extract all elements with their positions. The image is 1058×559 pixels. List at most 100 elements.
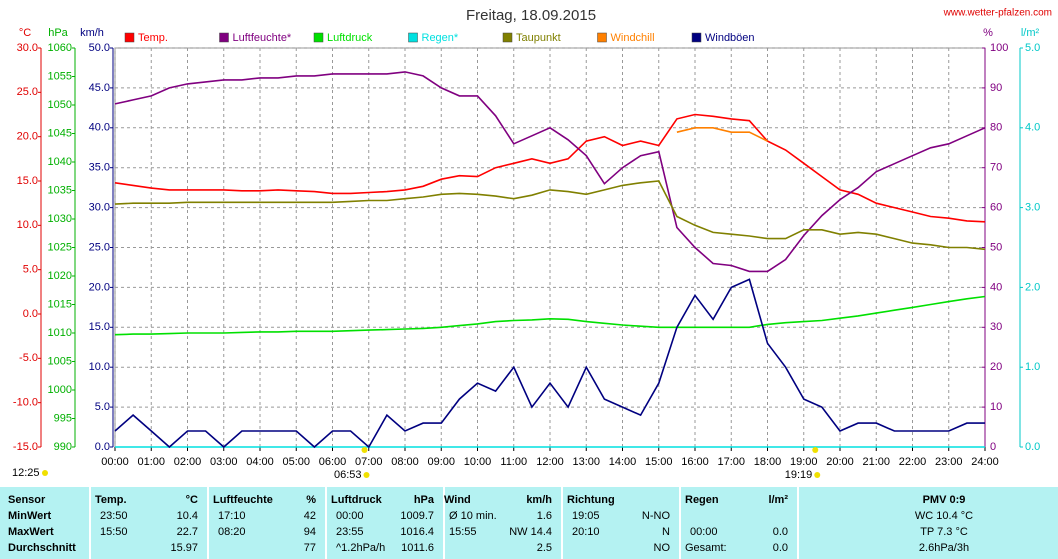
x-tick-label: 04:00 <box>246 456 274 468</box>
table-cell: 19:05 <box>572 510 600 522</box>
table-cell: ^1.2hPa/h <box>336 542 385 554</box>
y-tick-label: -15.0 <box>13 441 38 453</box>
table-cell: 15:55 <box>449 526 477 538</box>
y-tick-label: 20 <box>990 361 1002 373</box>
table-cell: 1011.6 <box>401 542 434 554</box>
axis-title: % <box>983 27 993 39</box>
y-tick-label: 50.0 <box>89 42 110 54</box>
table-cell: MaxWert <box>8 526 54 538</box>
x-tick-label: 23:00 <box>935 456 963 468</box>
x-tick-label: 11:00 <box>500 456 527 468</box>
y-tick-label: 40 <box>990 281 1002 293</box>
x-tick-label: 08:00 <box>391 456 419 468</box>
y-tick-label: 50 <box>990 241 1002 253</box>
table-cell: 00:00 <box>336 510 364 522</box>
series-line <box>114 71 986 273</box>
legend-label: Taupunkt <box>516 32 561 44</box>
table-cell: 77 <box>304 542 316 554</box>
table-header: Wind <box>444 494 471 506</box>
sun-icon <box>42 470 48 476</box>
y-tick-label: 5.0 <box>1025 42 1040 54</box>
table-header: °C <box>186 494 198 506</box>
y-tick-label: 1025 <box>48 241 72 253</box>
y-tick-label: 1015 <box>48 298 72 310</box>
y-tick-label: 1030 <box>48 213 72 225</box>
legend-label: Temp. <box>138 32 168 44</box>
table-header: Sensor <box>8 494 46 506</box>
y-tick-label: 1020 <box>48 270 72 282</box>
y-tick-label: 0.0 <box>23 308 38 320</box>
source: www.wetter-pfalzen.com <box>943 8 1052 19</box>
table-header: Richtung <box>567 494 615 506</box>
y-tick-label: 4.0 <box>1025 122 1040 134</box>
x-tick-label: 19:00 <box>790 456 818 468</box>
x-tick-label: 20:00 <box>826 456 854 468</box>
table-cell: NW 14.4 <box>509 526 552 538</box>
table-cell: 23:50 <box>100 510 128 522</box>
table-cell: 0.0 <box>773 542 788 554</box>
legend-swatch <box>502 32 513 43</box>
table-cell: 15.97 <box>170 542 198 554</box>
x-tick-label: 16:00 <box>681 456 709 468</box>
y-tick-label: 1035 <box>48 184 72 196</box>
y-tick-label: 80 <box>990 122 1002 134</box>
sun-icon <box>814 472 821 478</box>
y-tick-label: -10.0 <box>13 397 38 409</box>
legend-label: Windchill <box>611 32 655 44</box>
x-tick-label: 02:00 <box>174 456 202 468</box>
series-line <box>114 278 985 449</box>
axis-title: l/m² <box>1021 27 1040 39</box>
sun-label: 12:25 <box>12 467 40 479</box>
x-tick-label: 00:00 <box>101 456 129 468</box>
table-cell: Ø 10 min. <box>449 510 497 522</box>
table-cell: TP 7.3 °C <box>920 526 968 538</box>
y-tick-label: 10.0 <box>17 219 38 231</box>
y-tick-label: 0.0 <box>1025 441 1040 453</box>
table-cell: 00:00 <box>690 526 718 538</box>
table-cell: 20:10 <box>572 526 600 538</box>
y-tick-label: 995 <box>54 412 72 424</box>
y-tick-label: 1005 <box>48 355 72 367</box>
table-header: Luftfeuchte <box>213 494 273 506</box>
legend-swatch <box>124 32 135 43</box>
table-header: Regen <box>685 494 719 506</box>
y-tick-label: 15.0 <box>17 175 38 187</box>
sun-label: 19:19 <box>785 469 813 481</box>
y-tick-label: 1.0 <box>1025 361 1040 373</box>
y-tick-label: 1045 <box>48 127 72 139</box>
table-header: hPa <box>414 494 435 506</box>
table-cell: 2.5 <box>537 542 552 554</box>
legend-label: Windböen <box>705 32 755 44</box>
x-tick-label: 06:00 <box>319 456 347 468</box>
table-cell: 23:55 <box>336 526 364 538</box>
table-header: Temp. <box>95 494 127 506</box>
y-tick-label: 1010 <box>48 327 72 339</box>
table-header: Luftdruck <box>331 494 383 506</box>
table-cell: 10.4 <box>177 510 198 522</box>
legend-label: Luftdruck <box>327 32 373 44</box>
y-tick-label: 90 <box>990 82 1002 94</box>
y-tick-label: 25.0 <box>89 241 110 253</box>
y-tick-label: 20.0 <box>89 281 110 293</box>
x-tick-label: 21:00 <box>862 456 890 468</box>
table-header: PMV 0:9 <box>923 494 966 506</box>
y-tick-label: -5.0 <box>19 352 38 364</box>
y-tick-label: 2.0 <box>1025 281 1040 293</box>
legend-label: Regen* <box>422 32 459 44</box>
table-cell: N-NO <box>642 510 671 522</box>
legend-swatch <box>219 32 229 43</box>
table-cell: WC 10.4 °C <box>915 510 973 522</box>
y-tick-label: 1040 <box>48 156 72 168</box>
x-tick-label: 12:00 <box>536 456 564 468</box>
table-cell: 42 <box>304 510 316 522</box>
y-tick-label: 5.0 <box>23 264 38 276</box>
table-cell: 17:10 <box>218 510 246 522</box>
series-line <box>114 180 986 251</box>
table-cell: 0.0 <box>773 526 788 538</box>
legend-label: Luftfeuchte* <box>233 32 292 44</box>
x-tick-label: 14:00 <box>609 456 637 468</box>
sun-icon <box>812 447 819 453</box>
y-tick-label: 45.0 <box>89 82 110 94</box>
table-cell: 1016.4 <box>400 526 434 538</box>
